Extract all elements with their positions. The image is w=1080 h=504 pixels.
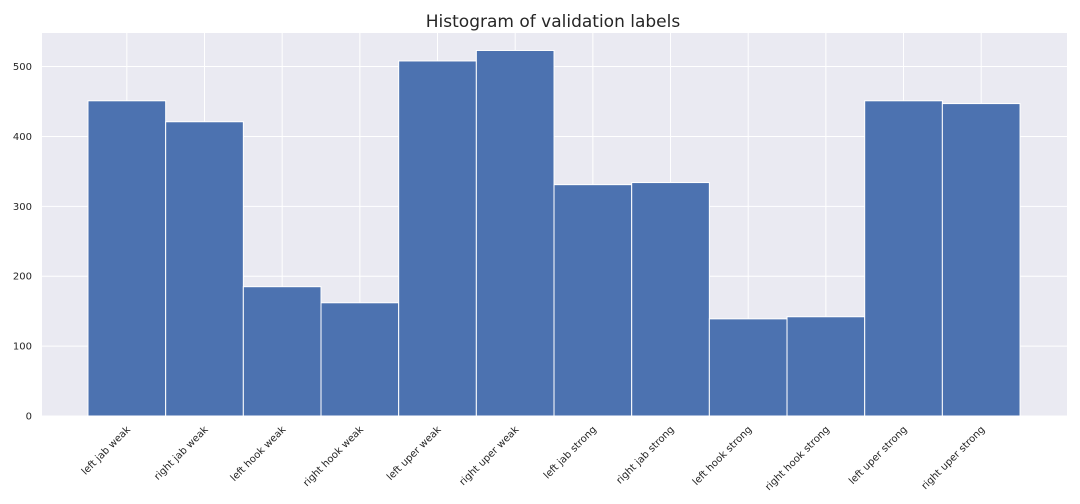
bar-left-jab-strong (553, 184, 633, 417)
y-tick-label: 200 (13, 272, 32, 283)
x-tick-label: right jab strong (614, 424, 676, 486)
bar-right-jab-weak (165, 121, 244, 417)
x-tick-label: left hook weak (229, 424, 289, 484)
bar-left-hook-strong (708, 318, 788, 417)
x-tick-label: right uper weak (458, 424, 522, 488)
chart-title: Histogram of validation labels (426, 12, 681, 32)
x-tick-label: left jab strong (542, 424, 599, 481)
bar-right-hook-weak (320, 302, 400, 417)
bar-left-uper-weak (398, 60, 477, 417)
y-tick-label: 0 (26, 412, 32, 423)
bar-right-uper-strong (941, 103, 1021, 417)
bar-right-jab-strong (631, 182, 710, 417)
bar-left-jab-weak (87, 100, 167, 417)
x-tick-label: right jab weak (152, 424, 210, 482)
x-tick-label: right hook weak (301, 424, 366, 489)
y-tick-label: 300 (13, 202, 32, 213)
y-tick-label: 100 (13, 342, 32, 353)
y-tick-label: 500 (13, 62, 32, 73)
y-axis-ticks: 0 100 200 300 400 500 (13, 62, 32, 422)
bar-right-hook-strong (786, 316, 866, 417)
x-tick-label: left uper strong (847, 424, 909, 486)
bar-right-uper-weak (475, 49, 555, 417)
bars (87, 49, 1021, 417)
x-tick-label: left uper weak (385, 424, 444, 483)
x-tick-label: right hook strong (763, 424, 832, 493)
x-axis-ticks: left jab weak right jab weak left hook wea… (80, 424, 987, 493)
y-tick-label: 400 (13, 132, 32, 143)
x-tick-label: left jab weak (80, 424, 133, 477)
bar-left-hook-weak (242, 286, 322, 417)
x-tick-label: left hook strong (691, 424, 754, 487)
x-tick-label: right uper strong (920, 424, 988, 492)
bar-left-uper-strong (864, 100, 943, 417)
